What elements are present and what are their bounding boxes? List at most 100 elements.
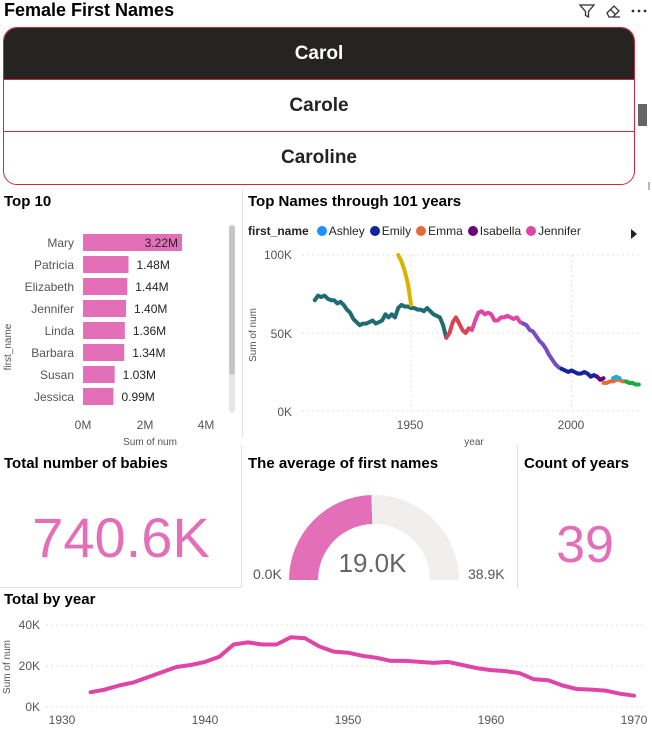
legend-dot [316,226,327,236]
bar-category-label: Linda [45,324,75,338]
legend-dot [416,226,427,236]
bar[interactable] [83,322,125,339]
top10-bar-chart: first_name Mary 3.22M Patricia 1.48M Elizabe… [3,225,235,448]
line-series[interactable] [521,321,564,371]
bar[interactable] [83,366,115,383]
bar-data-label: 0.99M [121,390,154,404]
y-tick-label: 40K [19,618,40,632]
x-tick-label: 0M [75,418,92,432]
slicer-item[interactable]: Caroline [280,147,358,168]
gauge-min-label: 0.0K [253,566,282,582]
gauge-fill [289,495,373,580]
bar[interactable] [83,344,125,361]
area-title: Total by year [4,591,96,608]
total-by-year-chart: 40K 20K 0K Sum of num 1930 1940 1950 196… [2,618,648,727]
bar-category-label: Jennifer [31,302,74,316]
name-slicer: Carol Carole Caroline [3,27,635,185]
line-series[interactable] [470,309,526,332]
bar-category-label: Elizabeth [25,280,74,294]
slicer-item[interactable]: Carol [4,28,634,80]
kpi-years-value: 39 [556,516,614,574]
x-tick-label: 1950 [397,418,424,432]
top10-title: Top 10 [4,193,52,210]
top10-xlabel: Sum of num [123,437,177,448]
bar-data-label: 1.36M [133,324,166,338]
bar-data-label: 1.34M [132,346,165,360]
top-names-line-chart: 100K 50K 0K Sum of num 1950 2000 year [248,248,642,448]
y-tick-label: 100K [264,248,292,262]
bar-data-label: 3.22M [145,236,178,250]
more-options-icon[interactable] [630,2,648,20]
x-tick-label: 1930 [49,713,76,727]
line-series[interactable] [396,253,414,307]
legend-dot [467,226,478,236]
average-gauge [289,495,459,580]
slicer-scrollbar[interactable] [638,104,647,126]
bar-category-label: Jessica [34,390,74,404]
bar[interactable] [83,234,183,251]
bar-category-label: Patricia [34,258,74,272]
legend-next-arrow-icon[interactable] [630,226,638,244]
eraser-icon[interactable] [604,2,622,20]
legend-item[interactable]: Jennifer [526,224,581,238]
bar-category-label: Susan [40,368,74,382]
bar-category-label: Mary [47,236,74,250]
linechart-title: Top Names through 101 years [248,193,462,210]
kpi-total-card [0,445,242,588]
linechart-ylabel: Sum of num [248,308,259,362]
bar[interactable] [83,388,114,405]
total-line[interactable] [88,635,636,698]
bar-data-label: 1.40M [134,302,167,316]
legend-dot [526,226,537,236]
bar-data-label: 1.44M [135,280,168,294]
filter-icon[interactable] [578,2,596,20]
line-series[interactable] [611,374,622,381]
legend-item[interactable]: Emily [369,224,412,238]
x-tick-label: 1950 [335,713,362,727]
bar[interactable] [83,256,129,273]
y-tick-label: 0K [277,405,292,419]
x-tick-label: 4M [198,418,215,432]
kpi-total-value: 740.6K [32,506,210,569]
legend-field-label: first_name [248,224,309,238]
linechart-xlabel: year [464,437,484,448]
legend-dot [369,226,380,236]
bar[interactable] [83,278,128,295]
linechart-legend: first_name Ashley Emily Emma Isabella Je… [248,224,581,238]
kpi-total-title: Total number of babies [4,455,168,472]
legend-label: Emily [381,224,412,238]
x-tick-label: 1970 [621,713,648,727]
slicer-item[interactable]: Carole [4,80,634,132]
y-tick-label: 50K [271,327,292,341]
line-series[interactable] [595,374,606,382]
top10-pane [0,190,243,438]
x-tick-label: 1960 [478,713,505,727]
bar-data-label: 1.03M [123,368,156,382]
legend-item[interactable]: Emma [416,224,463,238]
line-series[interactable] [312,293,449,340]
legend-label: Jennifer [538,224,581,238]
bar-data-label: 1.48M [137,258,170,272]
line-series[interactable] [624,379,641,387]
bar[interactable] [83,300,127,317]
kpi-years-divider [517,445,518,588]
slicer-title: Female First Names [4,0,175,20]
line-series[interactable] [559,366,600,379]
gauge-max-label: 38.9K [468,566,505,582]
x-tick-label: 1940 [192,713,219,727]
kpi-years-title: Count of years [524,455,630,472]
gauge-title: The average of first names [248,455,439,472]
y-tick-label: 0K [25,700,40,714]
legend-label: Isabella [479,224,522,238]
x-tick-label: 2M [137,418,154,432]
gauge-value: 19.0K [338,548,407,578]
y-tick-label: 20K [19,659,40,673]
top10-scroll-thumb[interactable] [229,225,235,375]
legend-label: Emma [428,224,463,238]
bar-category-label: Barbara [31,346,74,360]
line-series[interactable] [444,315,474,340]
area-ylabel: Sum of num [2,640,13,694]
legend-item[interactable]: Isabella [467,224,522,238]
top10-ylabel: first_name [3,323,14,370]
legend-item[interactable]: Ashley [316,224,365,238]
